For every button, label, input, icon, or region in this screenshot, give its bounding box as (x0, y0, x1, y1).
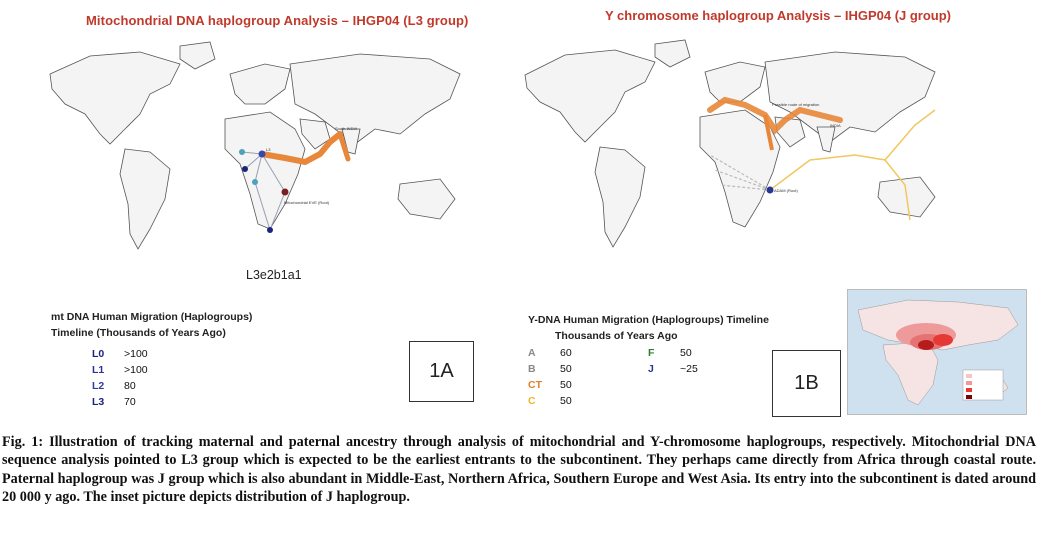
haplogroup-age: ~25 (680, 363, 698, 375)
panel-a-timeline-row: L0 >100 (92, 348, 148, 360)
haplogroup-age: 50 (560, 379, 572, 391)
panel-b-box-label: 1B (772, 350, 841, 417)
l3-route-line (259, 131, 343, 166)
panel-b-left-timeline-row: B 50 (528, 363, 572, 375)
haplogroup-label: L3e2b1a1 (246, 268, 302, 282)
haplogroup-code: F (648, 347, 655, 359)
haplogroup-code: C (528, 395, 536, 407)
panel-b-title: Y chromosome haplogroup Analysis – IHGP0… (605, 8, 952, 23)
panel-b-right-timeline-row: F 50 (648, 347, 692, 359)
haplogroup-code: L2 (92, 380, 105, 392)
haplogroup-age: 50 (560, 395, 572, 407)
haplogroup-age: >100 (124, 348, 148, 360)
haplogroup-age: 80 (124, 380, 136, 392)
haplogroup-age: 60 (560, 347, 572, 359)
figure-caption: Fig. 1: Illustration of tracking materna… (2, 434, 1036, 506)
ydna-world-map: ADAM (Root) Possible route of migration … (524, 39, 936, 248)
panel-a-timeline-row: L1 >100 (92, 364, 148, 376)
j-route-line (707, 96, 843, 135)
panel-b-right-timeline-row: J ~25 (648, 363, 698, 375)
haplogroup-markers (239, 149, 289, 233)
panel-b-timeline-title-1: Y-DNA Human Migration (Haplogroups) Time… (528, 314, 769, 326)
india-label: INDIA (830, 123, 841, 128)
haplogroup-age: 50 (560, 363, 572, 375)
south-india-label: South INDIA (335, 126, 358, 131)
panel-a-timeline-row: L3 70 (92, 396, 136, 408)
haplogroup-code: L1 (92, 364, 105, 376)
haplogroup-age: >100 (124, 364, 148, 376)
panel-a-timeline-title-1: mt DNA Human Migration (Haplogroups) (51, 311, 253, 323)
possible-route-label: Possible route of migration (772, 102, 819, 107)
haplogroup-code: L0 (92, 348, 105, 360)
haplogroup-code: A (528, 347, 536, 359)
adam-root-label: ADAM (Root) (774, 188, 798, 193)
panel-b-left-timeline-row: A 60 (528, 347, 572, 359)
panel-a-timeline-title-2: Timeline (Thousands of Years Ago) (51, 327, 226, 339)
panel-a-timeline-row: L2 80 (92, 380, 136, 392)
haplogroup-code: J (648, 363, 654, 375)
mtdna-world-map: South INDIA L3 Mitochondrial EVE (Root) (49, 41, 461, 250)
haplogroup-code: B (528, 363, 536, 375)
j-haplogroup-distribution-inset (847, 289, 1027, 415)
panel-a-title: Mitochondrial DNA haplogroup Analysis – … (86, 13, 469, 28)
mito-eve-label: Mitochondrial EVE (Root) (284, 200, 330, 205)
haplogroup-age: 70 (124, 396, 136, 408)
haplogroup-age: 50 (680, 347, 692, 359)
panel-a-box-label: 1A (409, 341, 474, 402)
haplogroup-code: L3 (92, 396, 105, 408)
panel-b-left-timeline-row: C 50 (528, 395, 572, 407)
panel-b-timeline-title-2: Thousands of Years Ago (555, 330, 678, 342)
panel-b-left-timeline-row: CT 50 (528, 379, 572, 391)
l3-map-label: L3 (266, 147, 271, 152)
haplogroup-code: CT (528, 379, 542, 391)
